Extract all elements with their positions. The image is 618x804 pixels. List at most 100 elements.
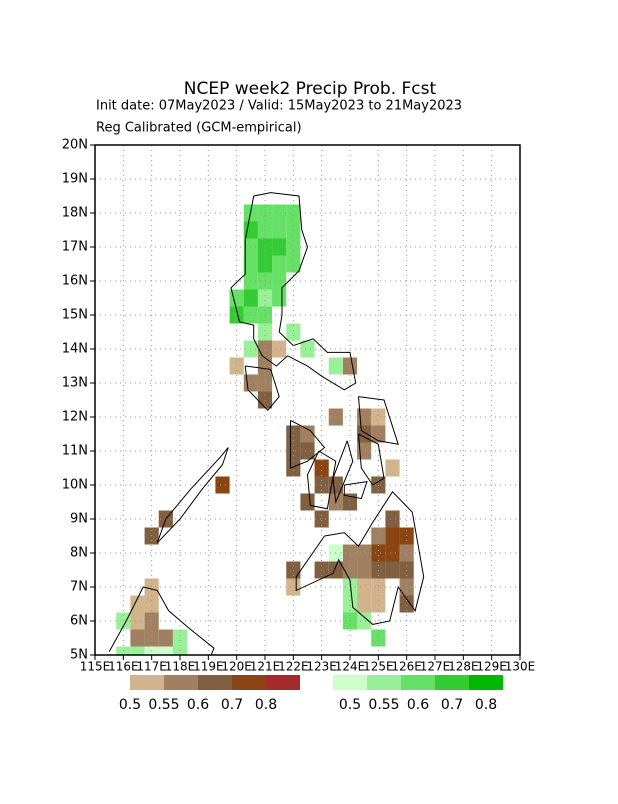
wet-cell: [158, 646, 173, 655]
dry-cell: [371, 578, 386, 596]
wet-legend-label: 0.7: [441, 697, 463, 713]
coastline: [306, 450, 337, 510]
dry-cell: [385, 561, 400, 579]
y-tick-label: 20N: [62, 138, 88, 153]
dry-legend-swatch: [266, 675, 300, 690]
x-tick-label: 117E: [136, 660, 167, 674]
x-tick-label: 122E: [278, 660, 309, 674]
y-tick-label: 18N: [62, 206, 88, 221]
x-tick-label: 124E: [335, 660, 366, 674]
dry-legend-label: 0.5: [119, 697, 141, 713]
x-tick-label: 127E: [420, 660, 451, 674]
wet-legend-label: 0.8: [475, 697, 497, 713]
wet-cell: [172, 629, 188, 647]
wet-cell: [257, 289, 273, 307]
dry-cell: [357, 578, 372, 596]
x-tick-label: 115E: [80, 660, 111, 674]
wet-legend-swatch: [333, 675, 367, 690]
wet-cell: [272, 221, 287, 239]
dry-cell: [371, 544, 386, 562]
x-tick-label: 119E: [193, 660, 224, 674]
dry-cell: [314, 459, 329, 477]
dry-cell: [357, 595, 372, 613]
dry-legend-swatch: [130, 675, 164, 690]
dry-cell: [399, 595, 414, 613]
dry-cell: [300, 425, 315, 443]
dry-cell: [130, 629, 145, 647]
dry-cell: [130, 595, 145, 613]
plot-frame: [94, 144, 521, 656]
coastline: [332, 440, 354, 504]
x-tick-label: 129E: [476, 660, 507, 674]
grid: [95, 145, 520, 655]
dry-legend-label: 0.6: [187, 697, 209, 713]
wet-cell: [286, 255, 301, 273]
dry-cell: [385, 544, 400, 562]
dry-legend-swatch: [198, 675, 232, 690]
wet-cell: [130, 646, 145, 655]
dry-cell: [371, 408, 386, 426]
x-tick-label: 121E: [250, 660, 281, 674]
subtitle: Init date: 07May2023 / Valid: 15May2023 …: [96, 99, 462, 114]
wet-legend-swatch: [367, 675, 401, 690]
chart-title: NCEP week2 Precip Prob. Fcst: [184, 79, 437, 99]
y-tick-label: 16N: [62, 274, 88, 289]
wet-cell: [371, 629, 386, 647]
wet-cell: [272, 238, 287, 256]
dry-legend-swatch: [164, 675, 198, 690]
coastline: [290, 419, 326, 469]
wet-cell: [357, 612, 372, 630]
coastline: [343, 480, 368, 500]
dry-cell: [286, 578, 301, 596]
y-tick-label: 13N: [62, 376, 88, 391]
dry-cell: [300, 442, 315, 460]
dry-cell: [399, 544, 414, 562]
x-tick-label: 120E: [221, 660, 252, 674]
y-tick-label: 10N: [62, 478, 88, 493]
wet-cell: [243, 221, 258, 239]
dry-cell: [385, 527, 400, 545]
dry-cell: [342, 493, 358, 511]
wet-cell: [257, 255, 273, 273]
y-tick-label: 6N: [70, 614, 88, 629]
wet-cell: [257, 323, 273, 341]
y-tick-label: 11N: [62, 444, 88, 459]
wet-legend-swatch: [435, 675, 469, 690]
dry-cell: [300, 493, 315, 511]
dry-cell: [286, 425, 301, 443]
dry-cell: [357, 544, 372, 562]
dry-cell: [314, 510, 329, 528]
wet-legend-swatch: [401, 675, 435, 690]
wet-cell: [272, 272, 287, 290]
dry-cell: [158, 629, 173, 647]
y-tick-label: 9N: [70, 512, 88, 527]
coastline: [358, 433, 385, 486]
wet-cell: [243, 289, 258, 307]
dry-legend-label: 0.8: [255, 697, 277, 713]
y-tick-label: 5N: [70, 648, 88, 663]
y-tick-label: 8N: [70, 546, 88, 561]
x-tick-label: 125E: [363, 660, 394, 674]
y-tick-label: 12N: [62, 410, 88, 425]
y-tick-label: 15N: [62, 308, 88, 323]
dry-legend-label: 0.7: [221, 697, 243, 713]
coastline: [156, 447, 229, 544]
coastline: [108, 586, 215, 655]
wet-cell: [286, 238, 301, 256]
wet-cell: [272, 204, 287, 222]
wet-cell: [286, 204, 301, 222]
dry-cell: [286, 459, 301, 477]
dry-cell: [385, 459, 400, 477]
dry-legend-label: 0.55: [148, 697, 179, 713]
dry-cell: [272, 340, 287, 358]
dry-cell: [371, 595, 386, 613]
dry-legend-swatch: [232, 675, 266, 690]
note: Reg Calibrated (GCM-empirical): [96, 121, 302, 136]
dry-cell: [130, 612, 145, 630]
wet-legend-label: 0.5: [339, 697, 361, 713]
y-tick-label: 7N: [70, 580, 88, 595]
wet-legend-swatch: [469, 675, 503, 690]
x-tick-label: 123E: [306, 660, 337, 674]
wet-cell: [272, 289, 287, 307]
